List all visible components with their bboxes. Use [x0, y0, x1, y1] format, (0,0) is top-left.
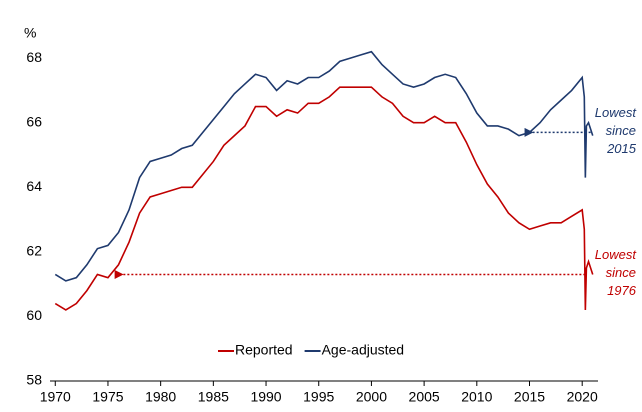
x-tick-label: 1985: [198, 389, 229, 405]
annotation-text: since: [606, 123, 636, 138]
y-tick-label: 58: [26, 372, 42, 388]
series-line: [54, 50, 594, 282]
annotation-text: Lowest: [595, 105, 638, 120]
y-axis-label: %: [24, 25, 36, 41]
annotation-text: 1976: [607, 283, 637, 298]
x-tick-label: 2020: [567, 389, 598, 405]
y-tick-label: 60: [26, 307, 42, 323]
x-tick-label: 2010: [461, 389, 492, 405]
legend: Reported Age-adjusted: [218, 342, 404, 358]
annotation-text: 2015: [606, 141, 637, 156]
y-tick-label: 68: [26, 49, 42, 65]
x-tick-label: 1990: [250, 389, 281, 405]
x-tick-label: 2005: [409, 389, 440, 405]
x-tick-label: 1995: [303, 389, 334, 405]
x-tick-label: 2000: [356, 389, 387, 405]
annotation-text: since: [606, 265, 636, 280]
x-tick-label: 2015: [514, 389, 545, 405]
legend-label: Age-adjusted: [322, 342, 405, 358]
legend-label: Reported: [235, 342, 293, 358]
y-tick-label: 62: [26, 243, 42, 259]
y-tick-label: 64: [26, 178, 42, 194]
x-tick-label: 1975: [92, 389, 123, 405]
series-line: [54, 86, 594, 311]
y-tick-label: 66: [26, 113, 42, 129]
x-tick-label: 1980: [145, 389, 176, 405]
x-tick-label: 1970: [40, 389, 71, 405]
annotation-text: Lowest: [595, 247, 638, 262]
